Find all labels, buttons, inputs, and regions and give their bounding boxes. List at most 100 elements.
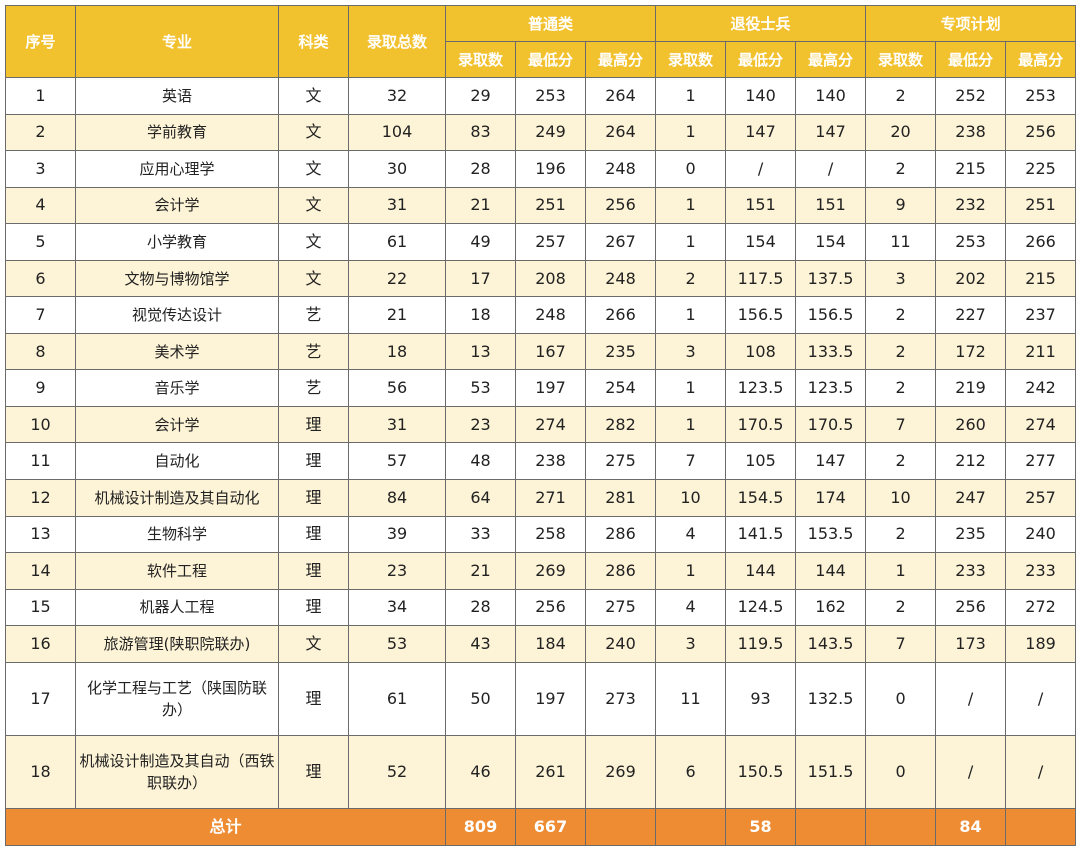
cell-special-max: / [1005,661,1077,736]
cell-regular-max: 235 [584,332,657,371]
cell-total: 56 [348,369,446,407]
cell-regular-max: 248 [584,259,657,298]
cell-regular-admitted: 33 [445,515,516,554]
cell-seq: 1 [5,77,76,115]
cell-major: 美术学 [75,332,279,371]
cell-regular-admitted: 50 [445,661,516,736]
cell-major: 会计学 [75,186,279,225]
cell-total: 61 [348,661,446,736]
cell-special-max: 225 [1005,150,1077,188]
cell-seq: 12 [5,479,76,517]
cell-special-admitted: 11 [865,223,937,261]
cell-regular-min: 184 [515,625,586,663]
cell-veterans-min: 156.5 [725,296,797,334]
cell-regular-admitted: 48 [445,442,516,481]
cell-veterans-min: 154 [725,223,797,261]
cell-veterans-min: 147 [725,113,797,152]
cell-regular-min: 167 [515,332,586,371]
table-header: 序号 专业 科类 录取总数 普通类 退役士兵 专项计划 录取数 最低分 最高分 … [5,5,1077,78]
cell-subject: 文 [278,113,349,152]
cell-seq: 8 [5,332,76,371]
cell-seq: 13 [5,515,76,554]
cell-major: 小学教育 [75,223,279,261]
cell-special-min: 235 [935,515,1007,554]
cell-special-max: 272 [1005,588,1077,627]
cell-regular-admitted: 83 [445,113,516,152]
cell-special-min: 172 [935,332,1007,371]
cell-special-admitted: 2 [865,515,937,554]
cell-special-admitted: 9 [865,186,937,225]
cell-special-min: 219 [935,369,1007,407]
cell-subject: 文 [278,186,349,225]
table-row: 7 视觉传达设计艺 21 18 248 266 1 156.5 156.5 2 227 237 [5,296,1077,334]
cell-seq: 11 [5,442,76,481]
cell-seq: 2 [5,113,76,152]
cell-veterans-max: 162 [795,588,867,627]
cell-special-max: 242 [1005,369,1077,407]
cell-regular-admitted: 13 [445,332,516,371]
cell-veterans-admitted: 3 [655,625,727,663]
cell-total: 84 [348,479,446,517]
cell-veterans-admitted: 1 [655,77,727,115]
table-row: 9 音乐学艺 56 53 197 254 1 123.5 123.5 2 219 242 [5,369,1077,407]
cell-special-max: 251 [1005,186,1077,225]
cell-special-min: 227 [935,296,1007,334]
cell-special-min: 232 [935,186,1007,225]
table-row: 2 学前教育文 104 83 249 264 1 147 147 20 238 256 [5,113,1077,152]
cell-regular-admitted: 21 [445,552,516,590]
table-row: 10 会计学理 31 23 274 282 1 170.5 170.5 7 260 274 [5,405,1077,444]
cell-regular-max: 269 [584,734,657,810]
cell-subject: 艺 [278,332,349,371]
cell-regular-min: 257 [515,223,586,261]
cell-total: 34 [348,588,446,627]
header-group-special: 专项计划 [865,5,1077,42]
cell-veterans-max: 154 [795,223,867,261]
cell-veterans-max: 151 [795,186,867,225]
cell-veterans-admitted: 1 [655,405,727,444]
cell-special-admitted: 0 [865,734,937,810]
cell-veterans-max: 153.5 [795,515,867,554]
cell-regular-max: 286 [584,515,657,554]
cell-special-min: / [935,661,1007,736]
cell-total: 52 [348,734,446,810]
cell-veterans-min: 140 [725,77,797,115]
cell-total: 22 [348,259,446,298]
header-major: 专业 [75,5,279,78]
cell-special-admitted: 2 [865,588,937,627]
cell-veterans-admitted: 3 [655,332,727,371]
cell-regular-max: 240 [584,625,657,663]
cell-regular-min: 274 [515,405,586,444]
cell-total: 104 [348,113,446,152]
cell-veterans-admitted: 6 [655,734,727,810]
cell-special-admitted: 2 [865,369,937,407]
header-sub-max: 最高分 [795,41,867,78]
cell-veterans-max: 170.5 [795,405,867,444]
cell-veterans-admitted: 1 [655,369,727,407]
cell-regular-max: 275 [584,588,657,627]
cell-seq: 4 [5,186,76,225]
cell-veterans-admitted: 7 [655,442,727,481]
cell-special-max: 257 [1005,479,1077,517]
table-row: 18 机械设计制造及其自动（西铁职联办）理 52 46 261 269 6 150.5 151.… [5,734,1077,810]
cell-regular-admitted: 23 [445,405,516,444]
cell-veterans-min: 170.5 [725,405,797,444]
cell-total: 23 [348,552,446,590]
cell-regular-admitted: 46 [445,734,516,810]
cell-special-max: 211 [1005,332,1077,371]
cell-seq: 3 [5,150,76,188]
cell-special-max: / [1005,734,1077,810]
table-row: 6 文物与博物馆学文 22 17 208 248 2 117.5 137.5 3 202 215 [5,259,1077,298]
cell-total: 18 [348,332,446,371]
cell-veterans-max: 133.5 [795,332,867,371]
footer-regular-count: 667 [515,808,586,846]
cell-regular-min: 269 [515,552,586,590]
cell-special-admitted: 2 [865,296,937,334]
cell-seq: 17 [5,661,76,736]
cell-subject: 理 [278,442,349,481]
cell-regular-max: 264 [584,113,657,152]
cell-seq: 18 [5,734,76,810]
cell-subject: 文 [278,77,349,115]
cell-regular-admitted: 43 [445,625,516,663]
cell-total: 39 [348,515,446,554]
table-row: 12 机械设计制造及其自动化理 84 64 271 281 10 154.5 174 10 247 2… [5,479,1077,517]
